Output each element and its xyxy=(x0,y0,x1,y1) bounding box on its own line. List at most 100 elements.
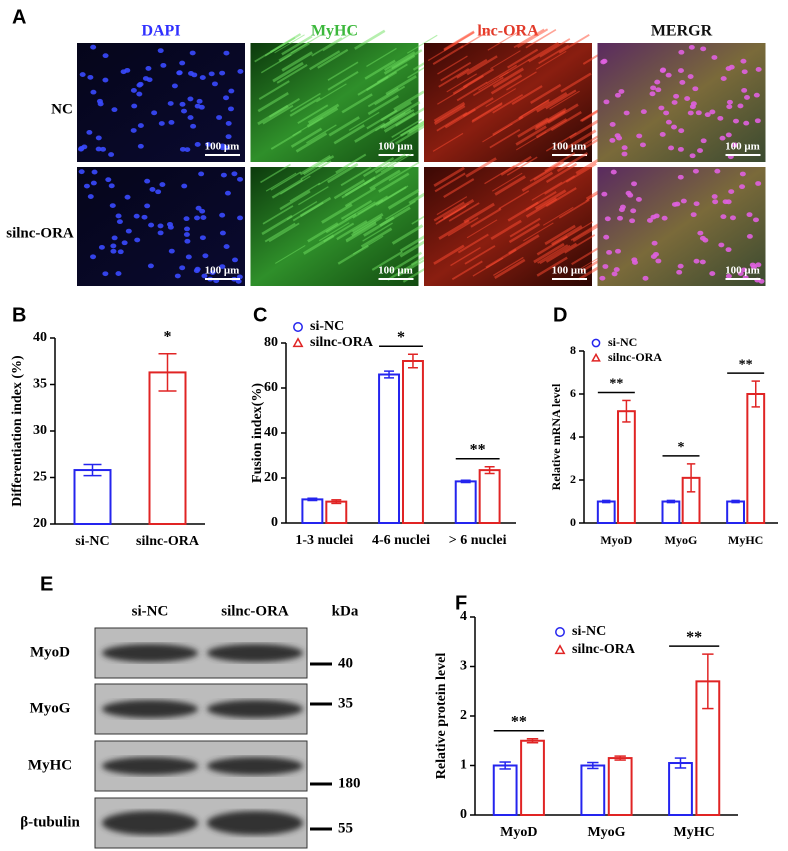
bar xyxy=(668,762,693,817)
nucleus xyxy=(619,204,626,210)
fiber xyxy=(492,67,525,89)
bar xyxy=(73,469,112,525)
x-tick-label: MyHC xyxy=(728,533,763,547)
y-tick-label: 2 xyxy=(570,472,576,486)
band xyxy=(102,757,198,775)
nucleus xyxy=(618,89,625,94)
fiber xyxy=(492,115,524,136)
fiber xyxy=(262,104,294,125)
nucleus xyxy=(630,208,637,214)
blot-label: MyoD xyxy=(30,644,70,660)
nucleus xyxy=(606,250,613,255)
nucleus xyxy=(168,120,175,125)
fiber xyxy=(471,102,503,122)
y-tick-label: 3 xyxy=(460,659,467,674)
nucleus xyxy=(137,123,144,128)
fiber xyxy=(570,221,602,241)
nucleus xyxy=(725,132,732,138)
fiber xyxy=(537,244,569,264)
nucleus xyxy=(613,267,620,272)
bar xyxy=(478,469,501,524)
nucleus xyxy=(136,82,143,88)
nucleus xyxy=(108,183,115,189)
fiber xyxy=(508,223,541,244)
nucleus xyxy=(678,49,685,55)
fiber xyxy=(463,202,495,224)
nucleus xyxy=(195,205,202,211)
fiber xyxy=(327,70,359,91)
fiber xyxy=(371,250,403,271)
nucleus xyxy=(603,234,610,240)
nucleus xyxy=(87,74,94,80)
fiber xyxy=(325,213,357,234)
fiber xyxy=(558,199,590,219)
fiber xyxy=(387,125,419,144)
fiber xyxy=(344,187,377,208)
y-tick-label: 60 xyxy=(264,380,278,395)
bar xyxy=(378,373,401,524)
fiber xyxy=(406,34,438,54)
nucleus xyxy=(711,55,718,60)
nucleus xyxy=(90,254,97,260)
fiber xyxy=(490,219,522,240)
nucleus xyxy=(655,87,662,93)
column-header: MyHC xyxy=(311,23,358,40)
nucleus xyxy=(650,214,657,220)
fiber xyxy=(533,161,565,181)
nucleus xyxy=(198,104,205,110)
fiber xyxy=(311,37,343,57)
nucleus xyxy=(732,118,739,124)
fiber xyxy=(487,31,519,51)
fiber xyxy=(530,83,562,104)
fiber xyxy=(434,172,466,193)
nucleus xyxy=(187,115,194,120)
band xyxy=(207,644,303,662)
nucleus xyxy=(219,145,226,151)
fiber xyxy=(289,96,321,117)
scale-bar-label: 100 μm xyxy=(552,141,587,153)
nucleus xyxy=(199,75,206,80)
nucleus xyxy=(179,265,186,271)
fiber xyxy=(336,220,368,241)
nucleus xyxy=(680,198,687,204)
fiber xyxy=(397,257,429,277)
nucleus xyxy=(196,98,203,104)
legend-marker xyxy=(591,352,601,362)
bar xyxy=(596,500,616,524)
nucleus xyxy=(611,271,618,277)
nucleus xyxy=(115,271,122,276)
nucleus xyxy=(179,146,186,152)
nucleus xyxy=(144,203,151,209)
nucleus xyxy=(91,169,98,175)
fiber xyxy=(531,181,563,201)
nucleus xyxy=(676,269,683,275)
fiber xyxy=(307,103,340,124)
nucleus xyxy=(658,105,665,111)
significance-label: * xyxy=(678,440,685,455)
fiber xyxy=(490,74,523,95)
fiber xyxy=(307,222,339,243)
nucleus xyxy=(655,258,662,264)
fiber xyxy=(465,157,497,178)
scale-bar-label: 100 μm xyxy=(725,141,760,153)
fiber xyxy=(300,160,332,180)
fiber xyxy=(362,222,393,242)
nucleus xyxy=(209,270,216,276)
fiber xyxy=(564,234,596,254)
nucleus xyxy=(746,233,753,239)
nucleus xyxy=(720,214,727,220)
nucleus xyxy=(133,213,140,219)
x-tick-label: silnc-ORA xyxy=(136,534,200,549)
x-tick-label: MyHC xyxy=(674,825,715,840)
fiber xyxy=(493,256,524,277)
column-header: MERGR xyxy=(651,23,713,40)
fiber xyxy=(509,217,541,238)
nucleus xyxy=(102,271,109,277)
nucleus xyxy=(650,85,657,91)
nucleus xyxy=(167,101,174,106)
nucleus xyxy=(223,95,230,101)
fiber xyxy=(257,91,289,113)
nucleus xyxy=(157,48,164,54)
fiber xyxy=(327,162,359,184)
fiber xyxy=(340,199,373,220)
